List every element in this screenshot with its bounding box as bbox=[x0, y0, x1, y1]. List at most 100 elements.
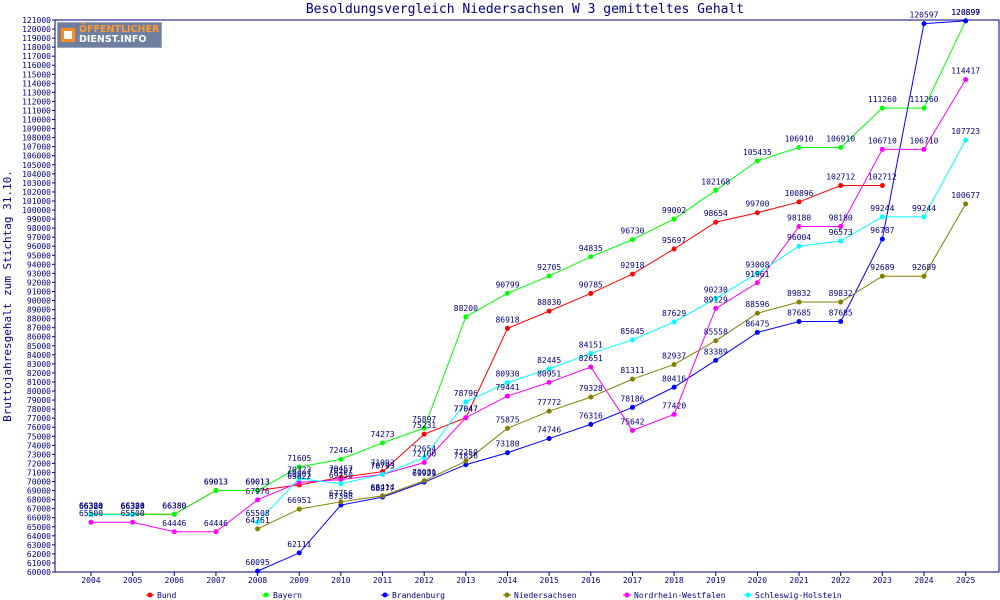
data-label: 66380 bbox=[162, 501, 186, 510]
data-label: 107723 bbox=[951, 127, 980, 136]
data-point bbox=[671, 216, 677, 222]
y-tick-label: 102000 bbox=[22, 188, 51, 197]
legend-marker bbox=[745, 592, 751, 598]
data-point bbox=[296, 550, 302, 556]
data-label: 96730 bbox=[620, 227, 644, 236]
data-point bbox=[754, 280, 760, 286]
data-point bbox=[88, 512, 94, 518]
data-point bbox=[421, 478, 427, 484]
data-label: 66951 bbox=[287, 496, 311, 505]
data-label: 84151 bbox=[579, 340, 603, 349]
data-point bbox=[754, 329, 760, 335]
data-label: 89129 bbox=[704, 295, 728, 304]
data-point bbox=[713, 305, 719, 311]
data-point bbox=[463, 415, 469, 421]
data-label: 69622 bbox=[287, 472, 311, 481]
data-point bbox=[963, 77, 969, 83]
data-label: 85558 bbox=[704, 328, 728, 337]
data-label: 72100 bbox=[412, 450, 436, 459]
data-point bbox=[879, 214, 885, 220]
data-label: 99700 bbox=[745, 200, 769, 209]
legend-entry: Schleswig-Holstein bbox=[755, 591, 842, 600]
data-label: 70793 bbox=[371, 461, 395, 470]
y-tick-label: 93000 bbox=[27, 269, 51, 278]
data-label: 67976 bbox=[246, 487, 270, 496]
data-label: 111260 bbox=[868, 95, 897, 104]
data-point bbox=[629, 404, 635, 410]
data-point bbox=[713, 187, 719, 193]
data-label: 120897 bbox=[951, 8, 980, 17]
y-tick-label: 114000 bbox=[22, 79, 51, 88]
data-label: 82651 bbox=[579, 354, 603, 363]
data-point bbox=[546, 408, 552, 414]
y-tick-label: 90000 bbox=[27, 297, 51, 306]
data-label: 67398 bbox=[329, 492, 353, 501]
data-label: 66380 bbox=[79, 501, 103, 510]
y-tick-label: 77000 bbox=[27, 414, 51, 423]
y-tick-label: 70000 bbox=[27, 478, 51, 487]
chart-title: Besoldungsvergleich Niedersachsen W 3 ge… bbox=[306, 2, 744, 17]
x-tick-label: 2008 bbox=[248, 576, 267, 585]
data-point bbox=[380, 471, 386, 477]
data-label: 85645 bbox=[620, 327, 644, 336]
data-label: 66324 bbox=[79, 502, 103, 511]
y-tick-label: 121000 bbox=[22, 16, 51, 25]
legend-entry: Bund bbox=[157, 591, 176, 600]
data-label: 60095 bbox=[246, 558, 270, 567]
data-point bbox=[130, 512, 136, 518]
data-label: 64446 bbox=[162, 519, 186, 528]
data-label: 66380 bbox=[162, 501, 186, 510]
x-tick-label: 2012 bbox=[415, 576, 434, 585]
data-label: 73180 bbox=[495, 440, 519, 449]
data-label: 120597 bbox=[910, 11, 939, 20]
x-tick-label: 2022 bbox=[831, 576, 850, 585]
data-point bbox=[588, 350, 594, 356]
logo-mark-icon bbox=[61, 28, 75, 42]
data-point bbox=[713, 295, 719, 301]
data-point bbox=[796, 224, 802, 230]
plot-area bbox=[54, 19, 1000, 573]
y-tick-label: 120000 bbox=[22, 25, 51, 34]
y-tick-label: 84000 bbox=[27, 351, 51, 360]
data-point bbox=[963, 137, 969, 143]
data-point bbox=[588, 364, 594, 370]
x-tick-label: 2021 bbox=[789, 576, 808, 585]
legend-marker bbox=[504, 592, 510, 598]
y-tick-label: 72000 bbox=[27, 459, 51, 468]
y-tick-label: 112000 bbox=[22, 97, 51, 106]
data-point bbox=[921, 146, 927, 152]
data-label: 77772 bbox=[537, 398, 561, 407]
data-labels: 66380 66380 66380 69013 69013 69622 70457 71093… bbox=[79, 8, 980, 567]
y-tick-label: 62000 bbox=[27, 550, 51, 559]
data-label: 90799 bbox=[495, 280, 519, 289]
data-point bbox=[505, 450, 510, 456]
y-tick-label: 116000 bbox=[22, 61, 51, 70]
data-point bbox=[879, 236, 885, 242]
data-label: 99244 bbox=[870, 204, 894, 213]
data-point bbox=[713, 357, 719, 363]
y-tick-label: 73000 bbox=[27, 450, 51, 459]
y-tick-label: 74000 bbox=[27, 441, 51, 450]
y-tick-label: 86000 bbox=[27, 333, 51, 342]
data-point bbox=[879, 105, 885, 111]
data-label: 71605 bbox=[287, 454, 311, 463]
y-tick-label: 91000 bbox=[27, 287, 51, 296]
x-tick-label: 2016 bbox=[581, 576, 600, 585]
data-label: 72250 bbox=[454, 448, 478, 457]
data-label: 69013 bbox=[246, 477, 270, 486]
y-tick-label: 92000 bbox=[27, 278, 51, 287]
data-label: 96573 bbox=[829, 228, 853, 237]
y-tick-label: 105000 bbox=[22, 161, 51, 170]
data-label: 99244 bbox=[912, 204, 936, 213]
data-label: 92689 bbox=[870, 263, 894, 272]
data-label: 78796 bbox=[454, 389, 478, 398]
data-label: 70457 bbox=[329, 464, 353, 473]
data-point bbox=[713, 219, 719, 225]
data-label: 81311 bbox=[620, 366, 644, 375]
legend-entry: Bayern bbox=[273, 591, 302, 600]
data-point bbox=[963, 18, 969, 24]
logo: ÖFFENTLICHER DIENST.INFO bbox=[57, 22, 162, 48]
y-tick-label: 115000 bbox=[22, 70, 51, 79]
data-label: 70793 bbox=[371, 461, 395, 470]
data-point bbox=[130, 519, 136, 525]
